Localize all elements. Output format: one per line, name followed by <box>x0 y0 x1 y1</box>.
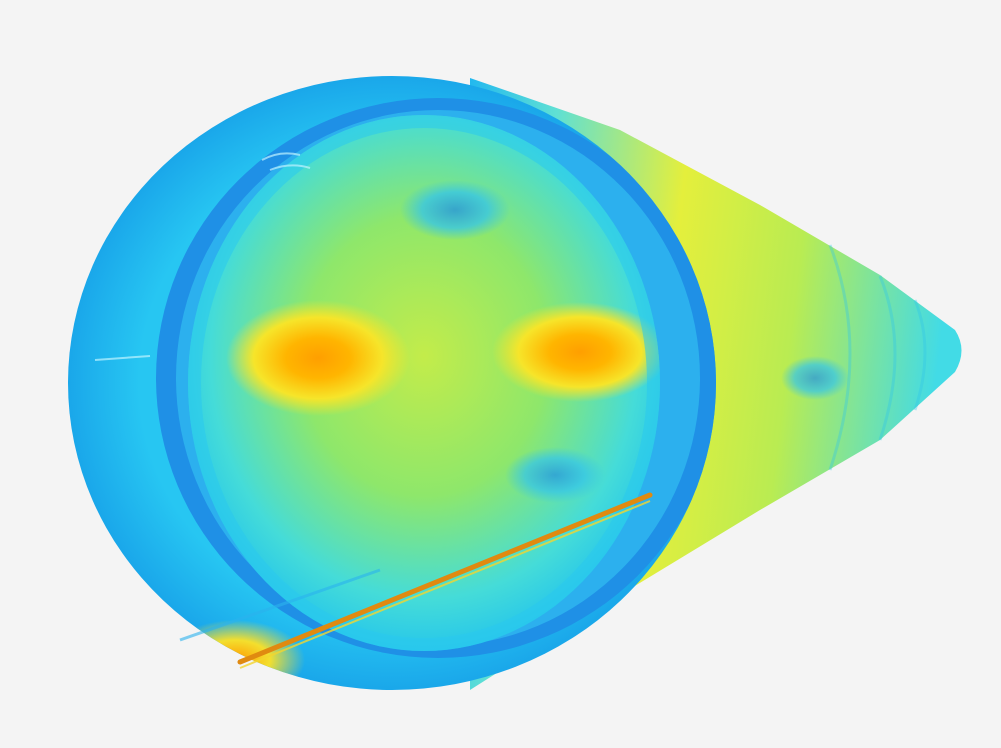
top-cold-spot <box>400 180 510 240</box>
seam-shadow-line <box>179 568 381 642</box>
hot-spot-left <box>226 300 410 416</box>
hot-spot-right <box>492 302 660 402</box>
rim-markings <box>94 152 311 361</box>
weld-seam-line <box>237 492 653 665</box>
cone-rings <box>828 244 927 471</box>
warm-corner-patch <box>165 620 305 690</box>
bottom-cold-spot <box>505 447 605 503</box>
circular-end-face <box>188 115 660 651</box>
cone-cold-patch <box>781 356 849 400</box>
